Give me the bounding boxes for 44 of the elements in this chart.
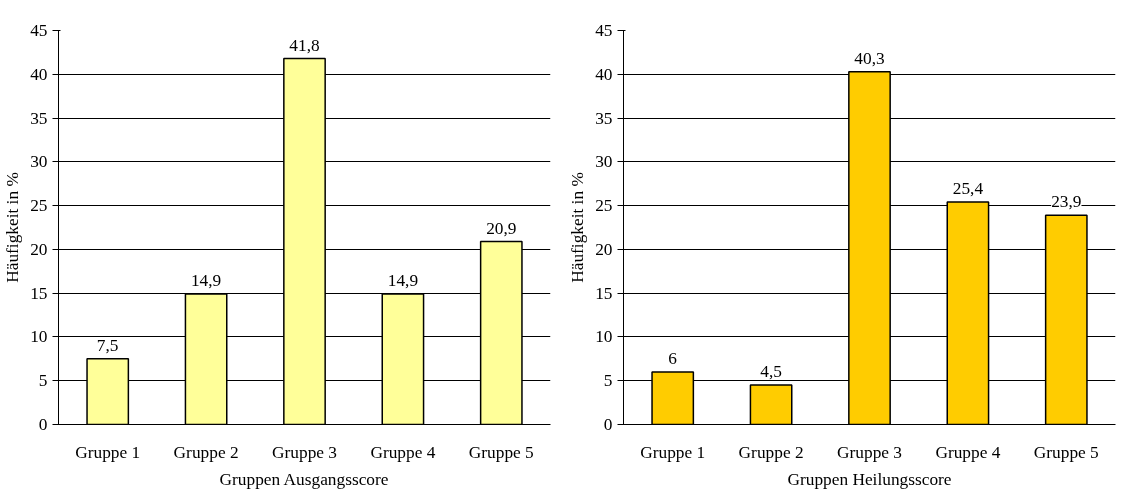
y-tick-label: 40 bbox=[595, 64, 613, 84]
y-tick-label: 10 bbox=[30, 327, 48, 347]
y-tick-label: 0 bbox=[603, 415, 613, 434]
data-label: 40,3 bbox=[854, 48, 885, 68]
x-axis-title: Gruppen Heilungsscore bbox=[787, 469, 952, 489]
x-tick-label: Gruppe 2 bbox=[738, 442, 804, 462]
x-axis-title: Gruppen Ausgangsscore bbox=[219, 469, 389, 489]
data-label: 7,5 bbox=[96, 335, 119, 355]
x-tick-label: Gruppe 1 bbox=[640, 442, 706, 462]
x-tick-label: Gruppe 2 bbox=[173, 442, 239, 462]
data-label: 20,9 bbox=[486, 218, 517, 238]
data-label: 14,9 bbox=[387, 271, 419, 291]
y-tick-label: 45 bbox=[30, 21, 48, 40]
y-tick-label: 0 bbox=[38, 415, 48, 434]
y-tick-label: 5 bbox=[38, 371, 48, 391]
data-label: 6 bbox=[668, 348, 678, 368]
y-tick-label: 40 bbox=[30, 64, 48, 84]
y-axis-title: Häufigkeit in % bbox=[568, 172, 588, 283]
x-tick-label: Gruppe 4 bbox=[370, 442, 436, 462]
y-axis-title: Häufigkeit in % bbox=[3, 172, 23, 283]
y-tick-label: 25 bbox=[595, 196, 613, 216]
y-tick-label: 20 bbox=[30, 239, 48, 259]
y-tick-label: 45 bbox=[595, 21, 613, 40]
x-tick-label: Gruppe 5 bbox=[1033, 442, 1099, 462]
data-label: 14,9 bbox=[190, 271, 222, 291]
y-tick-label: 35 bbox=[595, 108, 613, 128]
y-tick-label: 30 bbox=[595, 152, 613, 172]
data-label: 41,8 bbox=[289, 35, 320, 55]
y-tick-label: 10 bbox=[595, 327, 613, 347]
y-tick-label: 30 bbox=[30, 152, 48, 172]
data-label: 23,9 bbox=[1051, 192, 1082, 212]
x-tick-label: Gruppe 1 bbox=[75, 442, 141, 462]
y-tick-label: 25 bbox=[30, 196, 48, 216]
data-label: 4,5 bbox=[760, 362, 782, 382]
y-tick-label: 15 bbox=[595, 283, 613, 303]
y-tick-label: 15 bbox=[30, 283, 48, 303]
x-tick-label: Gruppe 4 bbox=[935, 442, 1001, 462]
y-tick-label: 35 bbox=[30, 108, 48, 128]
x-tick-label: Gruppe 3 bbox=[837, 442, 902, 462]
y-tick-label: 20 bbox=[595, 239, 613, 259]
data-label: 25,4 bbox=[952, 179, 984, 199]
y-tick-label: 5 bbox=[603, 371, 613, 391]
x-tick-label: Gruppe 5 bbox=[468, 442, 534, 462]
x-tick-label: Gruppe 3 bbox=[272, 442, 337, 462]
